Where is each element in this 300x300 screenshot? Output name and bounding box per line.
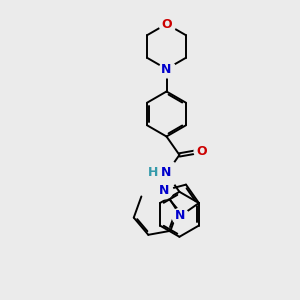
Text: O: O xyxy=(161,17,172,31)
Text: N: N xyxy=(161,62,172,76)
Text: O: O xyxy=(196,145,207,158)
Text: H: H xyxy=(148,166,158,179)
Text: N: N xyxy=(159,184,169,197)
Text: N: N xyxy=(175,209,186,222)
Text: N: N xyxy=(161,166,172,179)
